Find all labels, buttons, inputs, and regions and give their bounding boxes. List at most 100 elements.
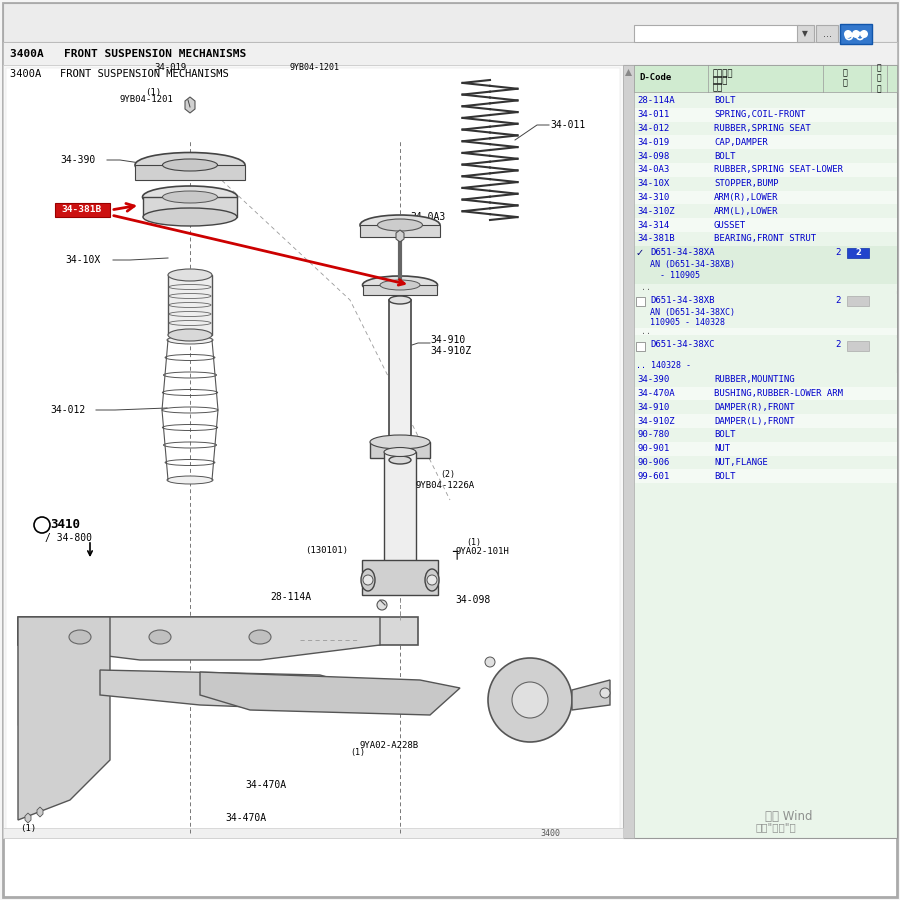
Text: 34-390: 34-390 [637, 375, 670, 384]
Text: ..: .. [641, 284, 651, 292]
Text: DAMPER(R),FRONT: DAMPER(R),FRONT [714, 403, 795, 412]
Bar [634, 428, 897, 442]
Bar [370, 442, 430, 458]
Circle shape [485, 657, 495, 667]
Text: 34-10X: 34-10X [637, 179, 670, 188]
Text: 订
购
数: 订 购 数 [877, 63, 881, 93]
Text: ✓: ✓ [636, 248, 644, 257]
Text: NUT: NUT [714, 445, 730, 454]
Text: - 110905: - 110905 [650, 271, 700, 280]
Ellipse shape [167, 336, 213, 344]
Bar [634, 163, 897, 176]
Text: BEARING,FRONT STRUT: BEARING,FRONT STRUT [714, 234, 816, 243]
Bar [634, 338, 897, 360]
Text: 2: 2 [835, 340, 841, 349]
Text: 34-019: 34-019 [154, 64, 186, 73]
Text: (1): (1) [145, 87, 161, 96]
Bar [840, 24, 872, 44]
Text: 激活 Wind: 激活 Wind [765, 809, 813, 823]
Text: 34-019: 34-019 [637, 138, 670, 147]
Text: AN (D651-34-38XB): AN (D651-34-38XB) [650, 260, 735, 269]
Bar [634, 108, 897, 122]
Text: 9YB04-1201: 9YB04-1201 [290, 64, 340, 73]
Bar [634, 284, 897, 291]
Bar [634, 204, 897, 218]
Bar [634, 94, 897, 108]
Text: 34-012: 34-012 [50, 405, 86, 415]
Ellipse shape [389, 456, 411, 464]
Text: 2: 2 [855, 248, 861, 257]
Text: (1): (1) [466, 537, 481, 546]
Text: 34-381B: 34-381B [637, 234, 675, 243]
Bar [634, 135, 897, 149]
Polygon shape [18, 617, 110, 820]
Polygon shape [37, 807, 43, 817]
Text: ▼: ▼ [802, 30, 808, 39]
Text: (2): (2) [440, 470, 455, 479]
Bar [634, 470, 897, 483]
Bar [3, 828, 623, 838]
Text: 34-910: 34-910 [637, 403, 670, 412]
Text: RUBBER,SPRING SEAT-LOWER: RUBBER,SPRING SEAT-LOWER [714, 166, 843, 175]
Text: 34-310: 34-310 [637, 193, 670, 202]
Bar [634, 191, 897, 204]
Text: 34-10X: 34-10X [65, 255, 100, 265]
Polygon shape [18, 617, 380, 660]
Text: 2: 2 [835, 296, 841, 305]
Ellipse shape [249, 630, 271, 644]
Text: 28-114A: 28-114A [270, 592, 311, 602]
Text: 34-011: 34-011 [550, 120, 585, 130]
Text: 3400A   FRONT SUSPENSION MECHANISMS: 3400A FRONT SUSPENSION MECHANISMS [10, 69, 229, 79]
Bar [634, 442, 897, 455]
Polygon shape [625, 69, 632, 76]
Ellipse shape [389, 296, 411, 304]
Circle shape [852, 30, 860, 38]
Bar [634, 25, 799, 42]
Bar [634, 400, 897, 414]
Text: 34-470A: 34-470A [225, 813, 266, 823]
Text: 34-910Z: 34-910Z [430, 346, 471, 356]
Ellipse shape [69, 630, 91, 644]
Text: ┐: ┐ [452, 545, 461, 559]
Text: RUBBER,SPRING SEAT: RUBBER,SPRING SEAT [714, 124, 811, 133]
Circle shape [600, 688, 610, 698]
Bar [623, 65, 634, 838]
Text: 部件名称: 部件名称 [713, 69, 734, 78]
Text: AN (D651-34-38XC): AN (D651-34-38XC) [650, 309, 735, 318]
Text: 转到"设置"以: 转到"设置"以 [755, 822, 796, 832]
Text: 9YB04-1201: 9YB04-1201 [120, 95, 174, 104]
Text: 90-901: 90-901 [637, 445, 670, 454]
Bar [847, 341, 869, 351]
Text: 部件号: 部件号 [713, 76, 728, 86]
Bar [634, 176, 897, 191]
Text: 34-310Z: 34-310Z [637, 207, 675, 216]
Bar [634, 455, 897, 470]
Polygon shape [185, 97, 195, 113]
Bar [797, 25, 814, 42]
Text: ARM(R),LOWER: ARM(R),LOWER [714, 193, 778, 202]
Bar [634, 414, 897, 428]
Text: 3400A   FRONT SUSPENSION MECHANISMS: 3400A FRONT SUSPENSION MECHANISMS [10, 49, 247, 59]
Bar [55, 203, 110, 217]
Text: 9YA02-A228B: 9YA02-A228B [360, 741, 419, 750]
Text: 34-098: 34-098 [637, 151, 670, 160]
Text: ...: ... [823, 29, 832, 39]
Ellipse shape [361, 569, 375, 591]
Text: RUBBER,MOUNTING: RUBBER,MOUNTING [714, 375, 795, 384]
Bar [634, 246, 897, 284]
Text: DAMPER(L),FRONT: DAMPER(L),FRONT [714, 417, 795, 426]
Text: 9YA02-101H: 9YA02-101H [455, 547, 508, 556]
Bar [634, 122, 897, 135]
Text: 34-011: 34-011 [637, 110, 670, 119]
Bar [634, 149, 897, 163]
Bar [634, 65, 897, 92]
Bar [634, 387, 897, 400]
Text: ..: .. [641, 328, 651, 337]
Ellipse shape [135, 152, 245, 177]
Text: (1): (1) [20, 824, 36, 832]
Bar [6, 68, 620, 835]
Bar [847, 296, 869, 306]
Text: 3400: 3400 [540, 829, 560, 838]
Bar [634, 373, 897, 387]
Bar [634, 218, 897, 232]
